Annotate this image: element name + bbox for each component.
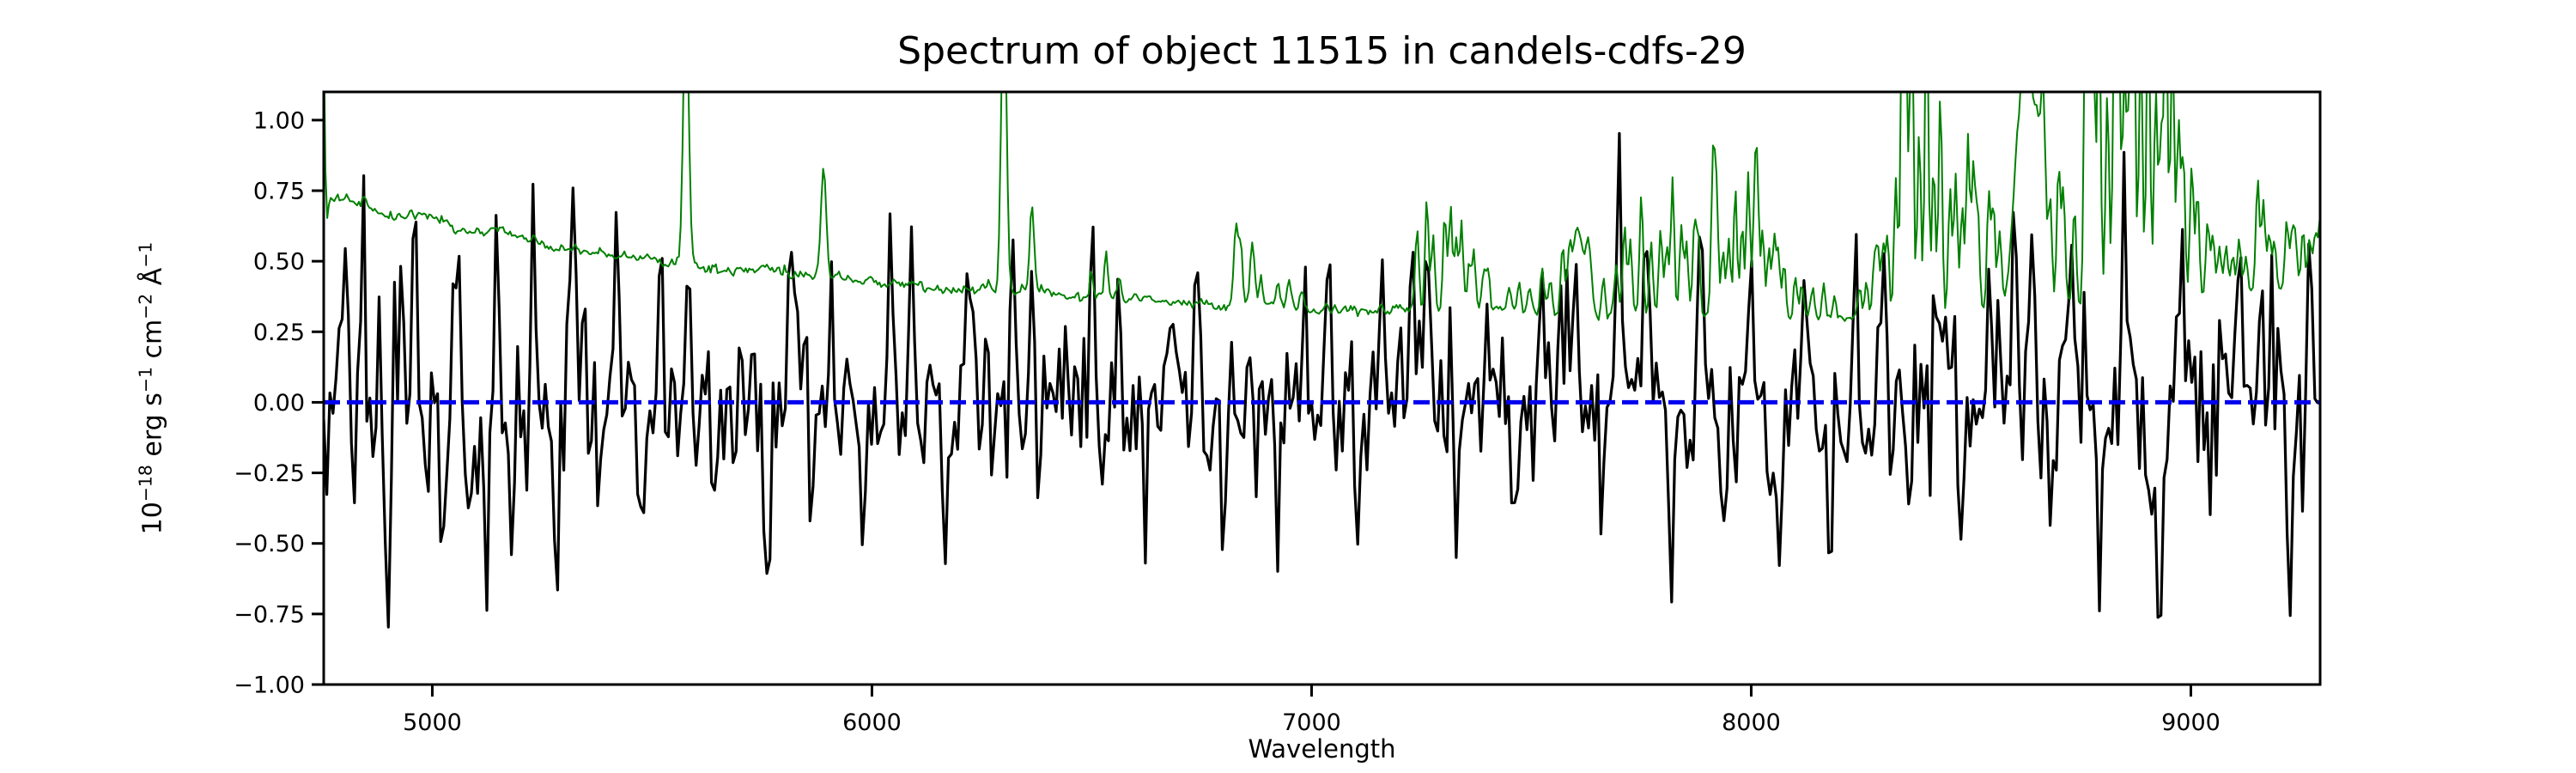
y-axis-label: 10−18 erg s−1 cm−2 Å−1 — [135, 241, 168, 535]
x-tick-label: 6000 — [842, 709, 902, 736]
ylabel-text: Å — [137, 267, 168, 294]
y-tick-label: −0.50 — [234, 531, 305, 557]
noise-spectrum-line — [324, 92, 2320, 322]
y-tick-label: −1.00 — [234, 673, 305, 699]
y-tick-label: 0.00 — [253, 390, 305, 417]
ylabel-text: erg s — [137, 393, 168, 466]
chart-title: Spectrum of object 11515 in candels-cdfs… — [897, 29, 1747, 73]
y-tick-label: 0.25 — [253, 320, 305, 346]
ylabel-superscript: −1 — [135, 367, 156, 393]
x-tick-label: 5000 — [403, 709, 462, 736]
y-tick-label: −0.25 — [234, 460, 305, 487]
ylabel-text: cm — [137, 319, 168, 368]
axes-spines — [322, 90, 2322, 686]
y-tick-label: 1.00 — [253, 107, 305, 134]
y-tick-label: −0.75 — [234, 601, 305, 628]
flux-line — [324, 131, 2319, 629]
x-axis-label: Wavelength — [1248, 734, 1396, 764]
y-tick-label: 0.50 — [253, 249, 305, 276]
x-tick-label: 9000 — [2161, 709, 2221, 736]
ylabel-text: 10 — [137, 502, 168, 535]
ylabel-superscript: −1 — [135, 241, 156, 268]
ylabel-superscript: −18 — [135, 465, 156, 502]
x-tick-label: 7000 — [1282, 709, 1341, 736]
ylabel-superscript: −2 — [135, 293, 156, 320]
y-tick-label: 0.75 — [253, 179, 305, 205]
x-tick-label: 8000 — [1722, 709, 1781, 736]
